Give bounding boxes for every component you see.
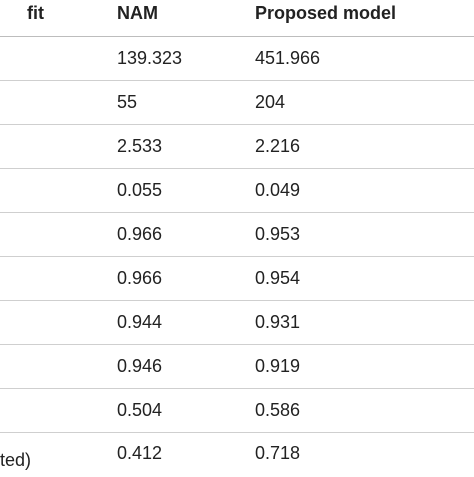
- proposed-value: 0.586: [255, 400, 301, 420]
- row-label: [0, 125, 94, 168]
- table-row: 0.966 0.954: [0, 257, 474, 301]
- nam-value: 0.055: [117, 180, 163, 200]
- table-row: 0.504 0.586: [0, 389, 474, 433]
- nam-value: 0.412: [117, 443, 163, 463]
- row-label: [0, 301, 94, 344]
- table-row: 0.946 0.919: [0, 345, 474, 389]
- proposed-value: 0.931: [255, 312, 301, 332]
- nam-value: 0.504: [117, 400, 163, 420]
- table-row: 139.323 451.966: [0, 37, 474, 81]
- table-row: 2.533 2.216: [0, 125, 474, 169]
- row-label: [0, 389, 94, 432]
- table-header-row: fit NAM Proposed model: [0, 0, 474, 37]
- header-fit-index: fit: [27, 3, 44, 23]
- row-label: [0, 257, 94, 300]
- nam-value: 139.323: [117, 48, 183, 68]
- table-row: 0.944 0.931: [0, 301, 474, 345]
- proposed-value: 0.954: [255, 268, 301, 288]
- table-row: ted) 0.412 0.718: [0, 433, 474, 477]
- nam-value: 0.966: [117, 268, 163, 288]
- proposed-value: 0.919: [255, 356, 301, 376]
- proposed-value: 204: [255, 92, 286, 112]
- row-label: [0, 345, 94, 388]
- row-label: ted): [0, 450, 32, 470]
- header-proposed-model: Proposed model: [255, 3, 397, 23]
- proposed-value: 0.049: [255, 180, 301, 200]
- row-label: [0, 37, 94, 80]
- nam-value: 55: [117, 92, 138, 112]
- nam-value: 0.966: [117, 224, 163, 244]
- row-label: [0, 213, 94, 256]
- nam-value: 2.533: [117, 136, 163, 156]
- nam-value: 0.944: [117, 312, 163, 332]
- nam-value: 0.946: [117, 356, 163, 376]
- proposed-value: 2.216: [255, 136, 301, 156]
- proposed-value: 0.718: [255, 443, 301, 463]
- table-row: 0.966 0.953: [0, 213, 474, 257]
- header-nam: NAM: [117, 3, 158, 23]
- row-label: [0, 169, 94, 212]
- table-row: 0.055 0.049: [0, 169, 474, 213]
- proposed-value: 0.953: [255, 224, 301, 244]
- row-label: [0, 81, 94, 124]
- table-row: 55 204: [0, 81, 474, 125]
- proposed-value: 451.966: [255, 48, 321, 68]
